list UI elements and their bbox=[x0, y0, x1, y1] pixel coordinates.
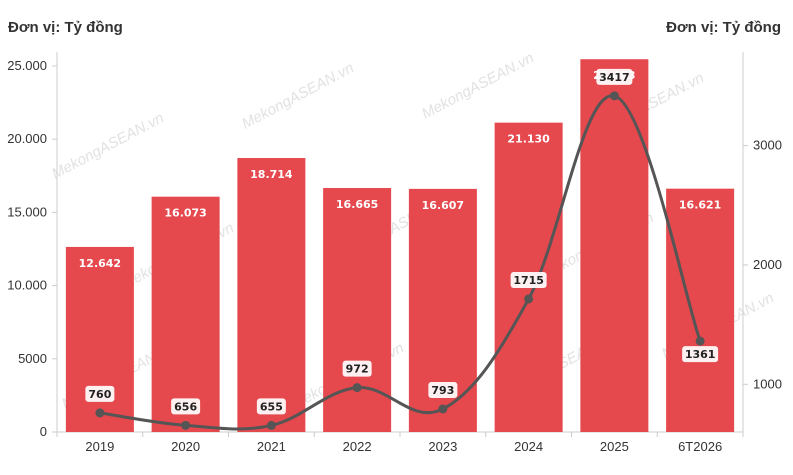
line-value-label: 3417 bbox=[599, 71, 630, 84]
bar-6T2026 bbox=[666, 188, 735, 432]
left-tick-label: 10.000 bbox=[7, 278, 47, 293]
right-tick-label: 1000 bbox=[753, 376, 782, 391]
line-value-label: 655 bbox=[260, 400, 283, 413]
bar-value-label: 16.607 bbox=[422, 199, 464, 212]
right-axis-unit-label: Đơn vị: Tỷ đồng bbox=[666, 19, 781, 36]
left-tick-label: 25.000 bbox=[7, 58, 47, 73]
x-tick-label: 2023 bbox=[428, 439, 457, 454]
line-label-box bbox=[256, 398, 286, 415]
line-value-label: 1361 bbox=[685, 348, 716, 361]
bar-2021 bbox=[237, 158, 306, 432]
left-tick-label: 15.000 bbox=[7, 204, 47, 219]
left-axis-unit-label: Đơn vị: Tỷ đồng bbox=[8, 19, 123, 36]
line-point-2023 bbox=[438, 404, 448, 414]
line-point-2021 bbox=[266, 420, 276, 430]
line-label-box bbox=[510, 271, 547, 288]
line-point-2019 bbox=[95, 408, 105, 418]
bar-2019 bbox=[65, 246, 134, 432]
line-label-box bbox=[342, 360, 372, 377]
x-tick-label: 2024 bbox=[514, 439, 543, 454]
bar-value-label: 16.073 bbox=[164, 207, 206, 220]
bar-2025 bbox=[580, 59, 649, 432]
line-label-box bbox=[171, 398, 201, 415]
line-point-2024 bbox=[524, 294, 534, 304]
line-value-label: 656 bbox=[174, 400, 197, 413]
line-value-label: 1715 bbox=[513, 274, 544, 287]
x-tick-label: 2025 bbox=[600, 439, 629, 454]
line-point-6T2026 bbox=[695, 336, 705, 346]
x-tick-label: 2021 bbox=[257, 439, 286, 454]
left-tick-label: 5000 bbox=[18, 351, 47, 366]
left-tick-label: 20.000 bbox=[7, 131, 47, 146]
bar-value-label: 16.665 bbox=[336, 198, 378, 211]
bar-value-label: 18.714 bbox=[250, 168, 293, 181]
line-label-box bbox=[428, 381, 458, 398]
watermark-text: MekongASEAN.vn bbox=[239, 59, 357, 132]
x-tick-label: 2022 bbox=[343, 439, 372, 454]
line-label-box bbox=[682, 346, 719, 363]
right-tick-label: 2000 bbox=[753, 257, 782, 272]
line-point-2020 bbox=[181, 420, 191, 430]
bar-value-label: 12.642 bbox=[79, 257, 121, 270]
right-tick-label: 3000 bbox=[753, 138, 782, 153]
x-tick-label: 6T2026 bbox=[678, 439, 722, 454]
line-point-2025 bbox=[609, 91, 619, 101]
line-value-label: 972 bbox=[346, 363, 369, 376]
line-point-2022 bbox=[352, 383, 362, 393]
bar-value-label: 21.130 bbox=[507, 133, 550, 146]
x-tick-label: 2020 bbox=[171, 439, 200, 454]
x-tick-label: 2019 bbox=[85, 439, 114, 454]
bar-value-label: 16.621 bbox=[679, 199, 721, 212]
bar-2020 bbox=[151, 196, 220, 432]
line-value-label: 793 bbox=[431, 384, 454, 397]
line-label-box bbox=[596, 68, 633, 85]
watermark-text: MekongASEAN.vn bbox=[419, 49, 537, 122]
left-tick-label: 0 bbox=[40, 424, 47, 439]
watermark-text: MekongASEAN.vn bbox=[49, 109, 167, 182]
line-label-box bbox=[85, 385, 115, 402]
line-value-label: 760 bbox=[88, 388, 111, 401]
